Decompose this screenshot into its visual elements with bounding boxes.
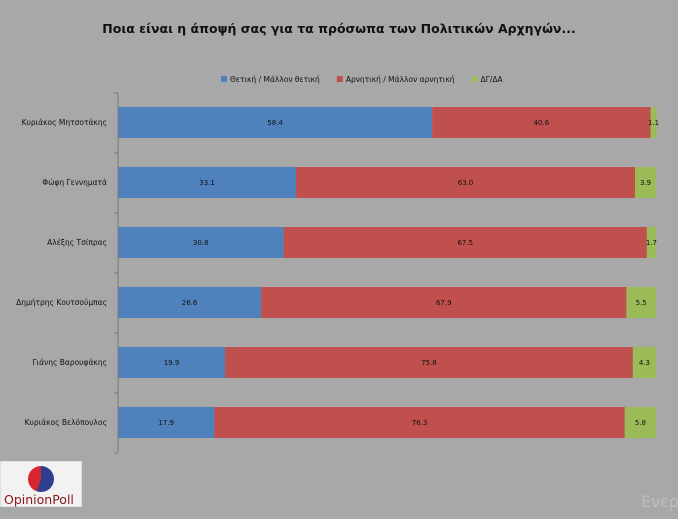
bar-segment	[225, 347, 633, 378]
bar-segment	[632, 347, 656, 378]
category-label: Κυριάκος Μητσοτάκης	[22, 118, 107, 127]
logo-text: OpinionPoll	[4, 492, 74, 507]
data-label: 75.8	[421, 359, 437, 367]
legend-swatch	[336, 76, 343, 82]
logo-circle-icon	[28, 466, 54, 492]
bar-segment	[118, 407, 215, 438]
bar-segment	[214, 407, 625, 438]
bar-segment	[283, 227, 647, 258]
data-label: 67.5	[457, 239, 473, 247]
data-label: 3.9	[640, 179, 651, 187]
legend-swatch	[221, 76, 227, 82]
chart-title: Ποια είναι η άποψή σας για τα πρόσωπα τω…	[102, 21, 576, 36]
data-label: 67.9	[436, 299, 452, 307]
legend-label: ΔΓ/ΔΑ	[481, 75, 504, 84]
data-label: 30.8	[193, 239, 209, 247]
category-label: Κυριάκος Βελόπουλος	[25, 418, 107, 427]
bar-segment	[118, 167, 297, 198]
data-label: 4.3	[639, 359, 650, 367]
bar-segment	[646, 227, 656, 258]
legend-label: Θετική / Μάλλον θετική	[230, 75, 320, 84]
data-label: 40.6	[534, 119, 550, 127]
data-label: 17.9	[158, 419, 174, 427]
bar-segment	[626, 287, 656, 318]
category-label: Αλέξης Τσίπρας	[47, 238, 107, 247]
category-label: Γιάνης Βαρουφάκης	[32, 358, 107, 367]
data-label: 26.6	[182, 299, 198, 307]
legend-label: Αρνητική / Μάλλον αρνητική	[346, 75, 455, 84]
bar-segment	[296, 167, 636, 198]
bar-segment	[118, 287, 262, 318]
data-label: 19.9	[164, 359, 180, 367]
category-label: Φώφη Γεννηματά	[42, 178, 107, 187]
data-label: 5.8	[635, 419, 646, 427]
data-label: 58.4	[267, 119, 283, 127]
bar-segment	[650, 107, 657, 138]
opinionpoll-logo: OpinionPoll	[0, 461, 82, 507]
watermark-text: Ενερ	[641, 492, 678, 511]
bar-segment	[624, 407, 656, 438]
bar-segment	[118, 347, 226, 378]
bar-segment	[118, 107, 433, 138]
data-label: 33.1	[199, 179, 215, 187]
data-label: 5.5	[636, 299, 647, 307]
bar-segment	[635, 167, 656, 198]
data-label: 1.7	[646, 239, 657, 247]
bar-segment	[432, 107, 651, 138]
data-label: 76.3	[412, 419, 428, 427]
bar-segment	[261, 287, 627, 318]
data-label: 1.1	[648, 119, 659, 127]
category-label: Δημήτρης Κουτσούμπας	[16, 298, 107, 307]
data-label: 63.0	[458, 179, 474, 187]
legend-swatch	[471, 76, 478, 82]
bar-segment	[118, 227, 284, 258]
